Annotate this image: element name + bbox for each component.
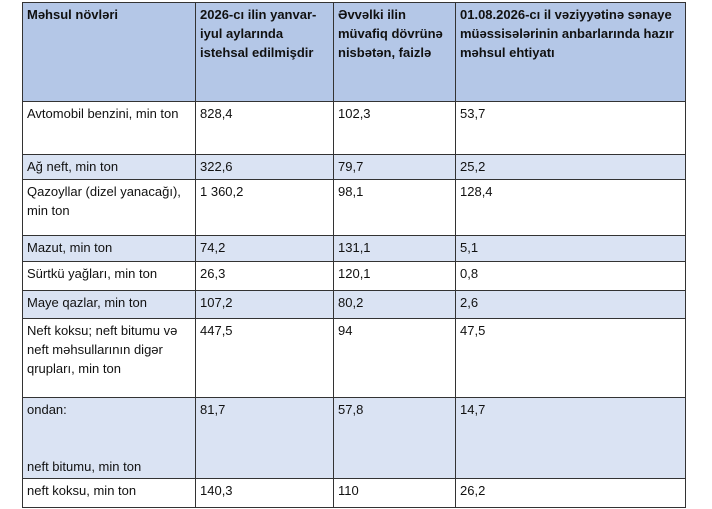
table-cell: 79,7 [333, 154, 456, 180]
table-cell: 128,4 [455, 179, 686, 236]
table-cell: 120,1 [333, 261, 456, 291]
table-row: neft koksu, min ton 140,3 110 26,2 [22, 478, 686, 508]
table-row: Mazut, min ton 74,2 131,1 5,1 [22, 235, 686, 262]
header-row: Məhsul növləri 2026-cı ilin yanvar-iyul … [22, 2, 686, 102]
table-cell: 53,7 [455, 101, 686, 155]
table-cell: 1 360,2 [195, 179, 334, 236]
table-row: Qazoyllar (dizel yanacağı), min ton 1 360… [22, 179, 686, 236]
table-cell: 107,2 [195, 290, 334, 319]
table-cell: 0,8 [455, 261, 686, 291]
table-cell: 828,4 [195, 101, 334, 155]
table-cell: 94 [333, 318, 456, 398]
table-cell: 2,6 [455, 290, 686, 319]
table-cell: 14,7 [455, 397, 686, 479]
header-cell: Əvvəlki ilin müvafiq dövrünə nisbətən, f… [333, 2, 456, 102]
table-row: Neft koksu; neft bitumu və neft məhsulla… [22, 318, 686, 398]
table-cell: Qazoyllar (dizel yanacağı), min ton [22, 179, 196, 236]
table-cell: 26,3 [195, 261, 334, 291]
table-row: Maye qazlar, min ton 107,2 80,2 2,6 [22, 290, 686, 319]
cell-line: neft bitumu, min ton [27, 459, 142, 474]
table-cell: Neft koksu; neft bitumu və neft məhsulla… [22, 318, 196, 398]
table-cell: 140,3 [195, 478, 334, 508]
spacer [27, 419, 191, 457]
table-cell: 26,2 [455, 478, 686, 508]
table-cell: Avtomobil benzini, min ton [22, 101, 196, 155]
table-cell: neft koksu, min ton [22, 478, 196, 508]
header-cell: 01.08.2026-cı il vəziyyətinə sənaye müəs… [455, 2, 686, 102]
table-cell: 74,2 [195, 235, 334, 262]
table-body: Avtomobil benzini, min ton 828,4 102,3 53,7… [22, 101, 686, 508]
table-cell: 47,5 [455, 318, 686, 398]
table-row: Ağ neft, min ton 322,6 79,7 25,2 [22, 154, 686, 180]
table-row: Sürtkü yağları, min ton 26,3 120,1 0,8 [22, 261, 686, 291]
table-cell: Maye qazlar, min ton [22, 290, 196, 319]
table-cell: 25,2 [455, 154, 686, 180]
table-row: Avtomobil benzini, min ton 828,4 102,3 53,7 [22, 101, 686, 155]
table-cell: 5,1 [455, 235, 686, 262]
table-cell: ondan: neft bitumu, min ton [22, 397, 196, 479]
header-cell: Məhsul növləri [22, 2, 196, 102]
cell-line: ondan: [27, 402, 67, 417]
header-cell: 2026-cı ilin yanvar-iyul aylarında isteh… [195, 2, 334, 102]
table-cell: 447,5 [195, 318, 334, 398]
table-cell: Sürtkü yağları, min ton [22, 261, 196, 291]
table-cell: 98,1 [333, 179, 456, 236]
table-cell: 81,7 [195, 397, 334, 479]
table-cell: 57,8 [333, 397, 456, 479]
table-cell: Mazut, min ton [22, 235, 196, 262]
table-cell: 131,1 [333, 235, 456, 262]
table-cell: 110 [333, 478, 456, 508]
data-table: Məhsul növləri 2026-cı ilin yanvar-iyul … [22, 2, 686, 508]
table-row: ondan: neft bitumu, min ton 81,7 57,8 14,7 [22, 397, 686, 479]
table-cell: 102,3 [333, 101, 456, 155]
table-cell: Ağ neft, min ton [22, 154, 196, 180]
table-cell: 80,2 [333, 290, 456, 319]
table-cell: 322,6 [195, 154, 334, 180]
